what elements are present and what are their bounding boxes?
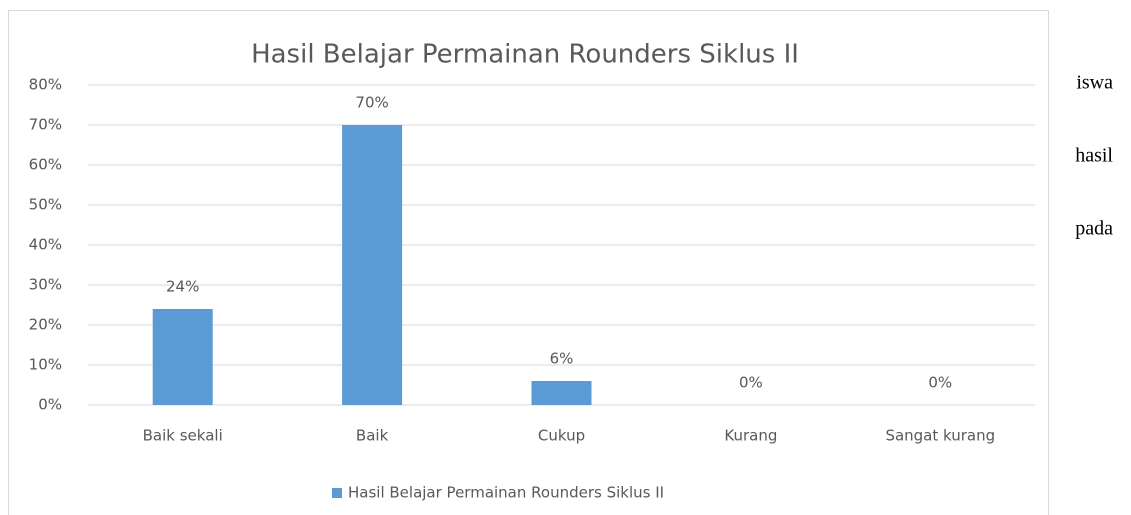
side-text: pada: [1075, 218, 1113, 240]
data-label: 24%: [166, 278, 199, 296]
y-tick-label: 50%: [29, 196, 62, 214]
data-label: 6%: [550, 350, 574, 368]
y-tick-label: 80%: [29, 76, 62, 94]
data-label: 0%: [739, 374, 763, 392]
x-tick-label: Cukup: [538, 427, 585, 445]
y-tick-label: 60%: [29, 156, 62, 174]
x-tick-label: Baik sekali: [143, 427, 223, 445]
side-text: iswa: [1076, 72, 1113, 94]
y-tick-label: 70%: [29, 116, 62, 134]
y-tick-label: 40%: [29, 236, 62, 254]
x-tick-label: Sangat kurang: [885, 427, 995, 445]
x-tick-label: Kurang: [724, 427, 777, 445]
bar: [152, 309, 213, 405]
y-tick-label: 20%: [29, 316, 62, 334]
bar: [342, 125, 403, 405]
side-text: hasil: [1075, 145, 1113, 167]
legend-swatch: [332, 488, 342, 498]
chart-title: Hasil Belajar Permainan Rounders Siklus …: [251, 40, 799, 70]
y-tick-label: 30%: [29, 276, 62, 294]
data-label: 0%: [928, 374, 952, 392]
y-tick-label: 10%: [29, 356, 62, 374]
x-tick-label: Baik: [356, 427, 389, 445]
chart-frame: [8, 10, 1049, 515]
legend-label: Hasil Belajar Permainan Rounders Siklus …: [348, 484, 664, 502]
data-label: 70%: [355, 94, 388, 112]
y-tick-label: 0%: [38, 396, 62, 414]
bar: [531, 381, 592, 405]
